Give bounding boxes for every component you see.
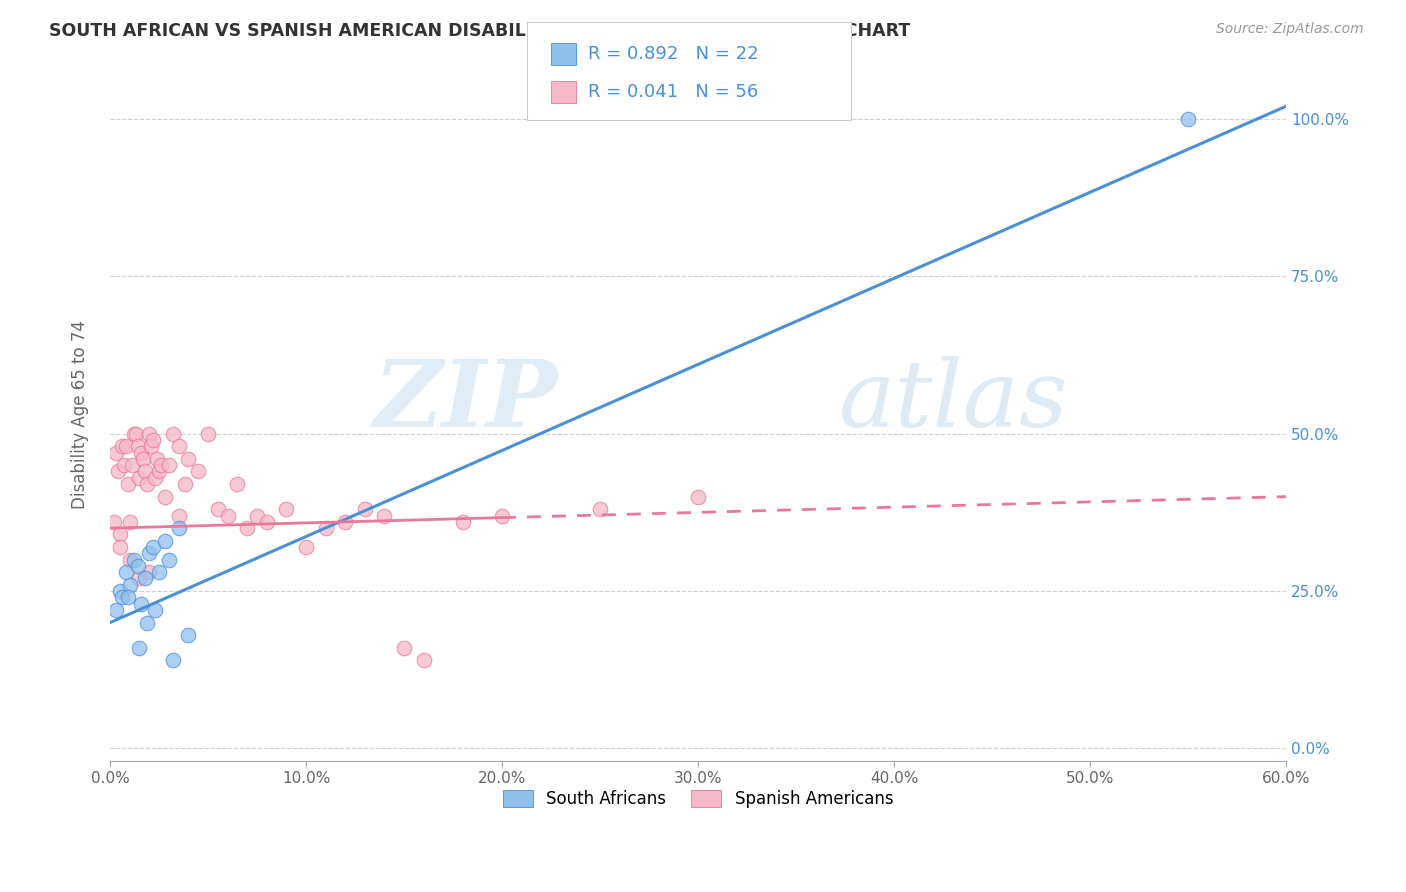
Point bbox=[111, 439, 134, 453]
Point bbox=[295, 540, 318, 554]
Text: R = 0.892   N = 22: R = 0.892 N = 22 bbox=[588, 45, 758, 62]
Point bbox=[142, 433, 165, 447]
Point bbox=[256, 515, 278, 529]
Point bbox=[131, 445, 153, 459]
Point bbox=[138, 546, 160, 560]
Point bbox=[162, 653, 184, 667]
Point bbox=[108, 584, 131, 599]
Point bbox=[226, 477, 249, 491]
Legend: South Africans, Spanish Americans: South Africans, Spanish Americans bbox=[496, 783, 900, 815]
Point bbox=[157, 458, 180, 472]
Point bbox=[353, 502, 375, 516]
Text: atlas: atlas bbox=[839, 356, 1069, 446]
Point bbox=[217, 508, 239, 523]
Point bbox=[131, 597, 153, 611]
Point bbox=[138, 565, 160, 579]
Point bbox=[153, 490, 176, 504]
Point bbox=[153, 533, 176, 548]
Point bbox=[315, 521, 337, 535]
Point bbox=[121, 458, 143, 472]
Point bbox=[134, 465, 156, 479]
Point bbox=[197, 426, 219, 441]
Point bbox=[276, 502, 298, 516]
Point bbox=[124, 426, 146, 441]
Point bbox=[118, 552, 141, 566]
Point bbox=[207, 502, 229, 516]
Point bbox=[122, 426, 145, 441]
Point bbox=[141, 439, 163, 453]
Point bbox=[148, 465, 170, 479]
Point bbox=[128, 640, 150, 655]
Point bbox=[177, 451, 200, 466]
Point bbox=[107, 465, 129, 479]
Text: R = 0.041   N = 56: R = 0.041 N = 56 bbox=[588, 83, 758, 101]
Point bbox=[146, 451, 169, 466]
Point bbox=[108, 527, 131, 541]
Point bbox=[128, 471, 150, 485]
Point bbox=[136, 477, 159, 491]
Point bbox=[173, 477, 195, 491]
Point bbox=[138, 426, 160, 441]
Point bbox=[392, 640, 415, 655]
Point bbox=[162, 426, 184, 441]
Point bbox=[128, 572, 150, 586]
Point bbox=[143, 603, 166, 617]
Point bbox=[114, 565, 136, 579]
Text: Source: ZipAtlas.com: Source: ZipAtlas.com bbox=[1216, 22, 1364, 37]
Point bbox=[157, 552, 180, 566]
Point bbox=[167, 521, 190, 535]
Point bbox=[132, 451, 155, 466]
Point bbox=[246, 508, 269, 523]
Point bbox=[114, 439, 136, 453]
Point bbox=[117, 591, 139, 605]
Point bbox=[117, 477, 139, 491]
Point bbox=[118, 515, 141, 529]
Point bbox=[177, 628, 200, 642]
Point bbox=[373, 508, 395, 523]
Point bbox=[451, 515, 474, 529]
Text: ZIP: ZIP bbox=[373, 356, 557, 446]
Text: SOUTH AFRICAN VS SPANISH AMERICAN DISABILITY AGE 65 TO 74 CORRELATION CHART: SOUTH AFRICAN VS SPANISH AMERICAN DISABI… bbox=[49, 22, 911, 40]
Point bbox=[136, 615, 159, 630]
Point bbox=[127, 439, 149, 453]
Point bbox=[142, 540, 165, 554]
Point bbox=[167, 508, 190, 523]
Point bbox=[112, 458, 135, 472]
Point bbox=[148, 565, 170, 579]
Point bbox=[167, 439, 190, 453]
Point bbox=[103, 515, 125, 529]
Point bbox=[236, 521, 259, 535]
Point bbox=[686, 490, 709, 504]
Point bbox=[118, 578, 141, 592]
Point bbox=[491, 508, 513, 523]
Point bbox=[412, 653, 434, 667]
Point bbox=[111, 591, 134, 605]
Point bbox=[187, 465, 209, 479]
Point bbox=[104, 445, 127, 459]
Point bbox=[143, 471, 166, 485]
Point bbox=[335, 515, 357, 529]
Point bbox=[589, 502, 612, 516]
Point bbox=[104, 603, 127, 617]
Point bbox=[108, 540, 131, 554]
Point bbox=[150, 458, 173, 472]
Point bbox=[122, 552, 145, 566]
Y-axis label: Disability Age 65 to 74: Disability Age 65 to 74 bbox=[72, 320, 89, 509]
Point bbox=[134, 572, 156, 586]
Point bbox=[1177, 112, 1199, 126]
Point bbox=[127, 558, 149, 573]
